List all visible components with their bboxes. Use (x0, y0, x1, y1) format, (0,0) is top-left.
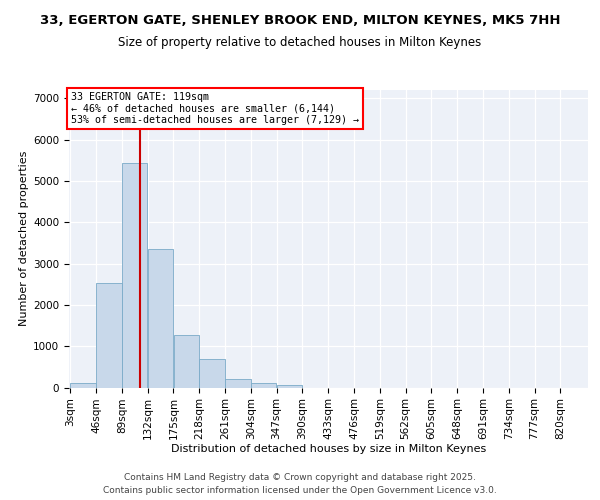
Y-axis label: Number of detached properties: Number of detached properties (19, 151, 29, 326)
Bar (251, 382, 277, 388)
Bar (199, 358, 225, 388)
Bar (148, 249, 173, 388)
Text: Size of property relative to detached houses in Milton Keynes: Size of property relative to detached ho… (118, 36, 482, 49)
Bar (225, 379, 251, 388)
Bar (70, 384, 96, 388)
Bar (96, 284, 122, 388)
Bar (277, 385, 302, 388)
Bar (122, 163, 148, 388)
Text: Contains HM Land Registry data © Crown copyright and database right 2025.
Contai: Contains HM Land Registry data © Crown c… (103, 474, 497, 495)
Text: 33 EGERTON GATE: 119sqm
← 46% of detached houses are smaller (6,144)
53% of semi: 33 EGERTON GATE: 119sqm ← 46% of detache… (71, 92, 359, 126)
X-axis label: Distribution of detached houses by size in Milton Keynes: Distribution of detached houses by size … (171, 444, 486, 454)
Bar (173, 336, 199, 388)
Text: 33, EGERTON GATE, SHENLEY BROOK END, MILTON KEYNES, MK5 7HH: 33, EGERTON GATE, SHENLEY BROOK END, MIL… (40, 14, 560, 27)
